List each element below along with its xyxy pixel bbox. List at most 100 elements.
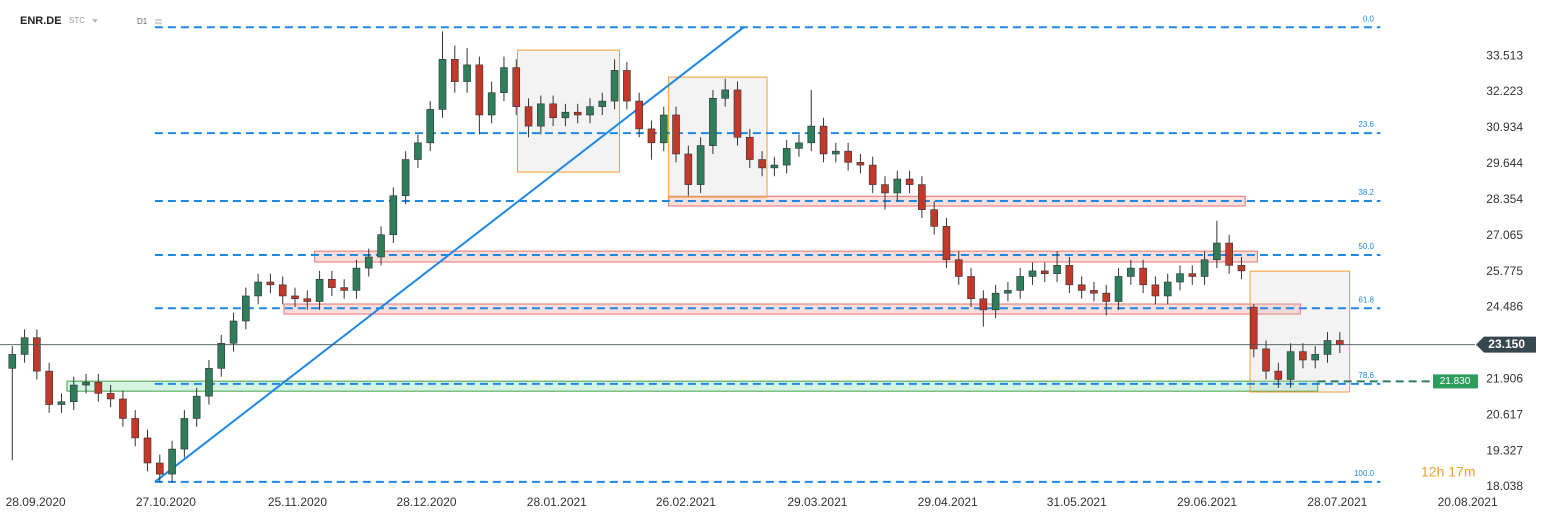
candle-body — [930, 209, 938, 227]
candle-body — [352, 267, 361, 291]
candle-body — [487, 92, 496, 116]
candle-body — [57, 401, 66, 405]
candle-body — [745, 136, 754, 160]
zone — [314, 250, 1258, 263]
candle-body — [770, 164, 779, 169]
candle-body — [696, 145, 705, 185]
candle-body — [709, 97, 717, 146]
candle-body — [1188, 273, 1197, 277]
candle-body — [20, 337, 29, 355]
y-tick-label: 19.327 — [1486, 443, 1523, 457]
zone — [66, 380, 1319, 392]
candle-body — [340, 287, 348, 291]
candle-body — [192, 395, 201, 419]
candle-body — [758, 159, 766, 169]
y-tick-label: 24.486 — [1486, 300, 1523, 314]
y-tick-label: 18.038 — [1486, 479, 1523, 493]
target-box — [1433, 374, 1478, 389]
candle-body — [1286, 351, 1295, 380]
candle-body — [1213, 242, 1221, 261]
candle-body — [1151, 284, 1160, 297]
fib-label: 100.0 — [1354, 469, 1375, 478]
fib-label: 50.0 — [1358, 242, 1374, 251]
x-tick-label: 28.01.2021 — [527, 495, 587, 509]
candle-body — [733, 89, 742, 138]
candle-body — [561, 111, 570, 119]
fib-label: 23.6 — [1358, 120, 1374, 129]
y-tick-label: 32.223 — [1486, 84, 1523, 98]
timeframe[interactable]: D1 — [137, 17, 148, 26]
candle-body — [942, 226, 951, 261]
candle-body — [364, 256, 373, 269]
y-tick-label: 29.644 — [1486, 156, 1523, 170]
x-tick-label: 28.07.2021 — [1307, 495, 1367, 509]
candle-body — [1274, 370, 1283, 380]
candle-body — [635, 100, 643, 130]
x-tick-label: 31.05.2021 — [1047, 495, 1107, 509]
timeframe-icon[interactable] — [155, 19, 162, 24]
countdown: 12h 17m — [1421, 464, 1475, 480]
candle-body — [450, 59, 459, 82]
candle-body — [1090, 290, 1098, 294]
candle-body — [782, 148, 791, 166]
candle-body — [918, 184, 926, 210]
y-tick-label: 28.354 — [1486, 192, 1523, 206]
candle-body — [463, 64, 471, 82]
candle-body — [438, 59, 447, 110]
x-tick-label: 28.12.2020 — [396, 495, 456, 509]
candle-body — [1299, 351, 1307, 361]
y-tick-label: 27.065 — [1486, 228, 1523, 242]
candle-body — [389, 195, 398, 235]
candle-body — [119, 398, 127, 419]
candle-body — [586, 106, 594, 116]
candle-body — [82, 381, 90, 386]
candle-body — [106, 393, 115, 400]
candle-body — [1311, 354, 1320, 361]
last-price-label: 23.150 — [1488, 337, 1525, 351]
candle-body — [155, 462, 164, 475]
candle-body — [45, 370, 53, 405]
candle-body — [217, 342, 226, 369]
candle-body — [819, 125, 828, 155]
candle-body — [254, 281, 262, 297]
candle-body — [180, 418, 189, 450]
candle-body — [414, 142, 422, 160]
fib-label: 38.2 — [1358, 188, 1374, 197]
candle-body — [426, 109, 435, 144]
candle-body — [315, 278, 324, 302]
candle-body — [610, 70, 619, 102]
zone — [1249, 270, 1351, 393]
candle-body — [1040, 270, 1049, 274]
x-tick-label: 29.03.2021 — [787, 495, 847, 509]
candle-body — [991, 292, 1000, 311]
candle-body — [69, 384, 78, 403]
candle-body — [143, 437, 152, 464]
x-tick-label: 29.04.2021 — [918, 495, 978, 509]
candle-body — [1323, 340, 1332, 355]
data-source[interactable]: STC — [69, 16, 85, 25]
candle-body — [893, 178, 902, 194]
candle-body — [647, 128, 656, 144]
x-tick-label: 26.02.2021 — [656, 495, 716, 509]
y-tick-label: 25.775 — [1486, 264, 1523, 278]
candle-body — [684, 153, 693, 185]
x-tick-label: 27.10.2020 — [136, 495, 196, 509]
candle-body — [868, 164, 877, 185]
x-tick-label: 20.08.2021 — [1438, 495, 1498, 509]
candle-body — [8, 354, 17, 369]
candle-body — [1016, 276, 1025, 291]
fib-label: 61.8 — [1358, 295, 1374, 304]
x-tick-label: 28.09.2020 — [6, 495, 66, 509]
candle-body — [807, 125, 816, 144]
candle-body — [1114, 276, 1123, 302]
candle-body — [475, 64, 484, 116]
candle-body — [573, 111, 582, 116]
x-tick-label: 29.06.2021 — [1177, 495, 1237, 509]
candle-body — [328, 278, 336, 288]
trend-line — [154, 26, 745, 483]
candle-body — [168, 448, 176, 475]
candle-body — [598, 100, 607, 107]
x-tick-label: 25.11.2020 — [268, 495, 327, 509]
candle-body — [967, 276, 975, 300]
dropdown-icon[interactable] — [92, 19, 98, 23]
